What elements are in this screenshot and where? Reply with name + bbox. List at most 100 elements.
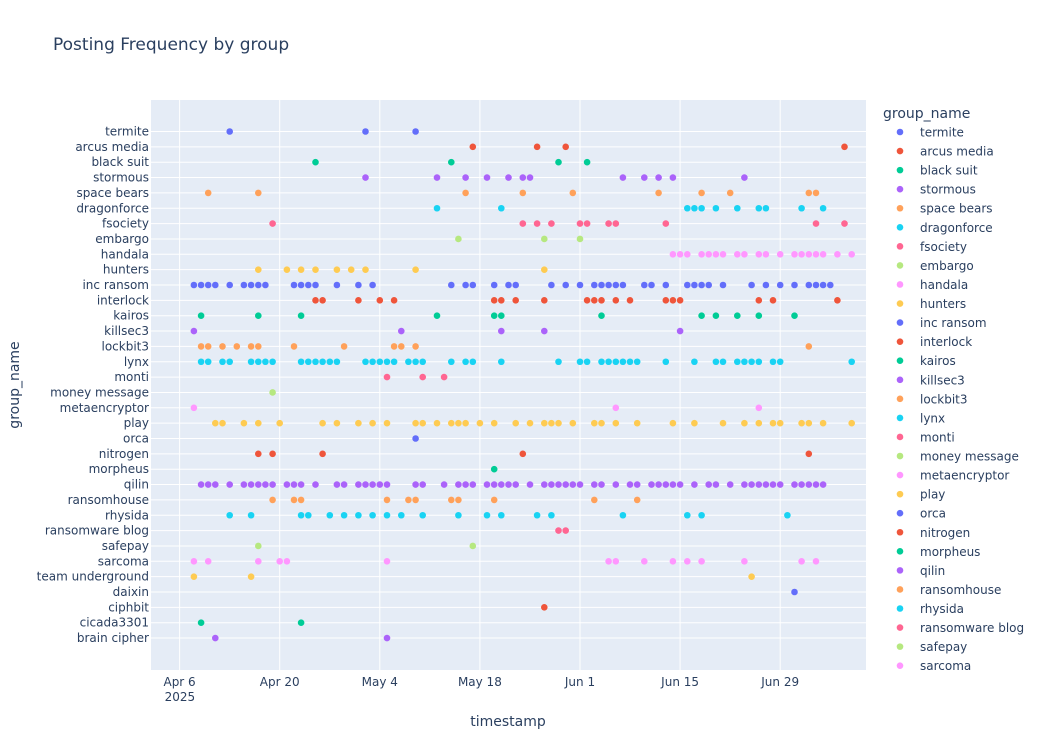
data-point [691, 204, 698, 212]
data-point [669, 558, 677, 565]
legend-item[interactable]: termite [896, 126, 964, 140]
legend-item[interactable]: nitrogen [896, 526, 971, 540]
legend-item[interactable]: arcus media [896, 145, 994, 159]
data-point [319, 297, 326, 304]
data-point [390, 358, 398, 366]
data-point [741, 481, 748, 488]
data-point [805, 281, 813, 289]
data-point [247, 511, 255, 519]
data-point [190, 573, 198, 580]
x-tick-label: Apr 20 [260, 675, 300, 689]
y-tick-label: team underground [37, 570, 149, 584]
legend-item[interactable]: lynx [896, 411, 945, 425]
legend-item[interactable]: lockbit3 [896, 392, 968, 406]
data-point [762, 281, 770, 289]
legend-item[interactable]: safepay [896, 640, 968, 654]
data-point [440, 481, 448, 488]
data-point [362, 266, 369, 273]
data-point [712, 358, 720, 366]
legend-item[interactable]: embargo [896, 259, 974, 273]
data-point [312, 297, 319, 304]
data-point [197, 343, 205, 350]
data-point [769, 419, 777, 427]
data-point [734, 358, 741, 366]
data-point [569, 189, 577, 197]
data-point [312, 358, 319, 366]
data-point [490, 496, 498, 504]
legend[interactable]: termite arcus media black suit stormous spac… [896, 126, 1024, 674]
legend-marker [896, 624, 904, 631]
legend-item[interactable]: monti [896, 430, 955, 444]
data-point [784, 511, 791, 519]
legend-item[interactable]: handala [896, 278, 969, 292]
legend-item[interactable]: money message [896, 450, 1019, 464]
data-point [262, 358, 269, 366]
legend-marker [896, 224, 904, 231]
data-point [305, 281, 312, 289]
data-point [390, 297, 398, 304]
data-point [726, 481, 734, 488]
data-point [541, 419, 548, 427]
y-tick-label: stormous [93, 171, 149, 185]
data-point [283, 481, 291, 488]
data-point [841, 143, 848, 151]
legend-label: termite [920, 126, 964, 140]
data-point [541, 297, 548, 304]
data-point [512, 419, 519, 427]
data-point [226, 358, 233, 366]
y-tick-label: termite [105, 125, 149, 139]
legend-item[interactable]: metaencryptor [896, 469, 1010, 483]
legend-label: kairos [920, 354, 956, 368]
data-point [741, 558, 748, 565]
data-point [362, 481, 369, 488]
data-point [741, 358, 748, 366]
legend-item[interactable]: killsec3 [896, 373, 965, 387]
data-point [533, 511, 541, 519]
data-point [369, 358, 376, 366]
data-point [762, 251, 770, 258]
legend-item[interactable]: fsociety [896, 240, 967, 254]
legend-item[interactable]: kairos [896, 354, 956, 368]
legend-label: money message [920, 450, 1019, 464]
legend-item[interactable]: stormous [896, 183, 976, 197]
data-point [591, 297, 598, 304]
data-point [776, 358, 784, 366]
legend-item[interactable]: sarcoma [896, 659, 972, 673]
data-point [791, 481, 798, 488]
legend-item[interactable]: orca [896, 507, 946, 521]
data-point [455, 496, 462, 504]
legend-item[interactable]: inc ransom [896, 316, 987, 330]
data-point [583, 358, 591, 366]
data-point [741, 419, 748, 427]
data-point [719, 358, 727, 366]
data-point [541, 604, 548, 611]
data-point [412, 481, 419, 488]
data-point [676, 327, 684, 335]
legend-item[interactable]: rhysida [896, 602, 964, 616]
legend-item[interactable]: interlock [896, 335, 973, 349]
data-point [691, 281, 698, 289]
data-point [390, 343, 398, 350]
legend-item[interactable]: play [896, 488, 946, 502]
data-point [312, 158, 319, 166]
data-point [347, 266, 355, 273]
data-point [576, 220, 584, 227]
legend-item[interactable]: dragonforce [896, 221, 993, 235]
data-point [612, 419, 620, 427]
legend-item[interactable]: qilin [896, 564, 946, 578]
data-point [805, 251, 813, 258]
data-point [383, 511, 391, 519]
data-point [791, 281, 798, 289]
data-point [641, 174, 648, 181]
data-point [355, 297, 362, 304]
data-point [698, 251, 705, 258]
legend-item[interactable]: hunters [896, 297, 966, 311]
legend-item[interactable]: black suit [896, 164, 978, 178]
data-point [655, 481, 662, 488]
legend-item[interactable]: ransomware blog [896, 621, 1024, 635]
legend-item[interactable]: space bears [896, 202, 993, 216]
legend-item[interactable]: morpheus [896, 545, 981, 559]
data-point [197, 619, 205, 626]
data-point [190, 558, 198, 565]
legend-item[interactable]: ransomhouse [896, 583, 1002, 597]
